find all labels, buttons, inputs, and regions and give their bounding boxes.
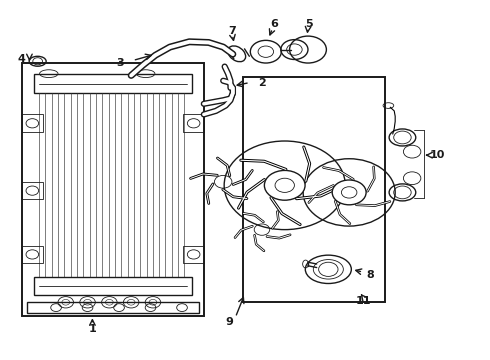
Bar — [22, 246, 43, 263]
Circle shape — [332, 180, 366, 205]
Text: 4: 4 — [17, 54, 25, 64]
Bar — [27, 302, 199, 313]
Text: 9: 9 — [225, 317, 233, 327]
Bar — [243, 77, 386, 302]
Text: 6: 6 — [270, 19, 278, 29]
Text: 8: 8 — [366, 270, 374, 280]
Text: 10: 10 — [430, 150, 445, 160]
Text: 11: 11 — [356, 296, 371, 306]
Bar — [34, 277, 192, 295]
Text: 5: 5 — [306, 19, 313, 29]
Bar — [22, 114, 43, 132]
Text: 1: 1 — [89, 324, 96, 334]
Bar — [183, 114, 204, 132]
Bar — [22, 63, 204, 316]
Text: 2: 2 — [258, 77, 266, 87]
Text: 7: 7 — [228, 26, 236, 36]
Bar — [34, 74, 192, 93]
Bar — [183, 246, 204, 263]
Text: 3: 3 — [117, 58, 124, 68]
Circle shape — [265, 170, 305, 200]
Bar — [22, 182, 43, 199]
